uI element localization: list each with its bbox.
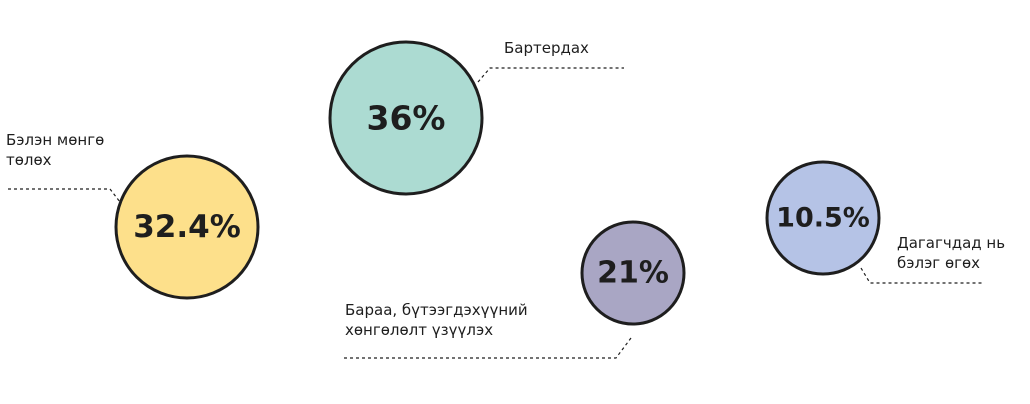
category-label: Дагагчдад нь бэлэг өгөх (897, 234, 1005, 272)
value-label: 32.4% (133, 209, 241, 245)
category-label-line: бэлэг өгөх (897, 254, 980, 272)
category-label-line: Бартердах (504, 39, 589, 57)
leader-line (8, 188, 121, 203)
category-label-line: Бэлэн мөнгө (6, 131, 104, 149)
category-label-line: Бараа, бүтээгдэхүүний (345, 301, 528, 319)
category-label-line: хөнгөлөлт үзүүлэх (345, 321, 493, 339)
bubble (580, 220, 686, 326)
value-label: 10.5% (776, 203, 870, 234)
leader-line (477, 67, 624, 83)
category-label: Бэлэн мөнгө төлөх (6, 131, 104, 169)
category-label: Бартердах (504, 39, 589, 57)
value-label: 21% (597, 256, 669, 291)
category-label: Бараа, бүтээгдэхүүний хөнгөлөлт үзүүлэх (345, 301, 528, 339)
category-label-line: Дагагчдад нь (897, 234, 1005, 252)
bubble (114, 154, 260, 300)
bubble (328, 40, 484, 196)
bubble (765, 160, 881, 276)
category-label-line: төлөх (6, 151, 52, 169)
value-label: 36% (367, 99, 446, 138)
leader-line (860, 267, 982, 284)
leader-line (344, 337, 632, 359)
